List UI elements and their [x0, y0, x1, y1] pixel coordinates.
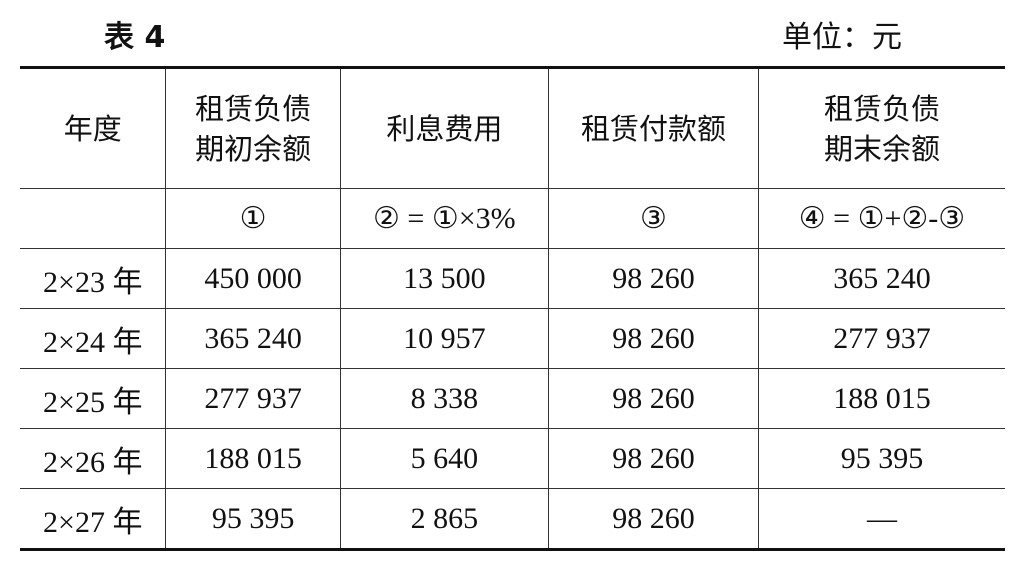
table-row: 2×26 年 188 015 5 640 98 260 95 395	[20, 428, 1005, 489]
table-cell: 365 240	[165, 308, 341, 369]
table-cell: 98 260	[547, 308, 759, 369]
table-cell: ①	[165, 188, 341, 249]
table-row: 2×24 年 365 240 10 957 98 260 277 937	[20, 308, 1005, 369]
table-cell: 2×24 年	[20, 308, 167, 369]
table-cell: ② = ①×3%	[339, 188, 549, 249]
table-cell: 98 260	[547, 368, 759, 429]
table-cell: 450 000	[165, 248, 341, 309]
table-cell: 98 260	[547, 428, 759, 489]
lease-liability-table: 年度 租赁负债 期初余额 利息费用 租赁付款额 租赁负债 期末余额 ① ② = ①×3% ③ ④…	[20, 66, 1005, 551]
table-cell: 2×27 年	[20, 488, 167, 551]
table-row: 2×23 年 450 000 13 500 98 260 365 240	[20, 248, 1005, 309]
table-cell: 95 395	[757, 428, 1005, 489]
table-row: 2×27 年 95 395 2 865 98 260—	[20, 488, 1005, 551]
table-cell: —	[757, 488, 1005, 551]
table-cell: 8 338	[339, 368, 549, 429]
table-cell: 10 957	[339, 308, 549, 369]
table-cell: 租赁付款额	[547, 67, 759, 189]
header-row: 年度 租赁负债 期初余额 利息费用 租赁付款额 租赁负债 期末余额	[20, 67, 1005, 189]
table-cell: 2×23 年	[20, 248, 167, 309]
table-cell: 5 640	[339, 428, 549, 489]
table-cell: 利息费用	[339, 67, 549, 189]
table-cell: 277 937	[757, 308, 1005, 369]
table-cell: 98 260	[547, 488, 759, 551]
table-cell: 365 240	[757, 248, 1005, 309]
table-title: 表 4	[104, 20, 166, 55]
table-cell	[20, 188, 167, 249]
table-cell: 年度	[20, 67, 167, 189]
table-cell: 277 937	[165, 368, 341, 429]
table-cell: 13 500	[339, 248, 549, 309]
table-cell: ④ = ①+②-③	[757, 188, 1005, 249]
table-cell: 188 015	[757, 368, 1005, 429]
table-cell: 95 395	[165, 488, 341, 551]
table-cell: 2 865	[339, 488, 549, 551]
table-cell: 188 015	[165, 428, 341, 489]
table-cell: 2×25 年	[20, 368, 167, 429]
unit-label: 单位：元	[782, 20, 902, 55]
table-cell: 98 260	[547, 248, 759, 309]
table-cell: 租赁负债 期初余额	[165, 67, 341, 189]
table-row: 2×25 年 277 937 8 338 98 260 188 015	[20, 368, 1005, 429]
table-cell: ③	[547, 188, 759, 249]
table-cell: 租赁负债 期末余额	[757, 67, 1005, 189]
table-cell: 2×26 年	[20, 428, 167, 489]
